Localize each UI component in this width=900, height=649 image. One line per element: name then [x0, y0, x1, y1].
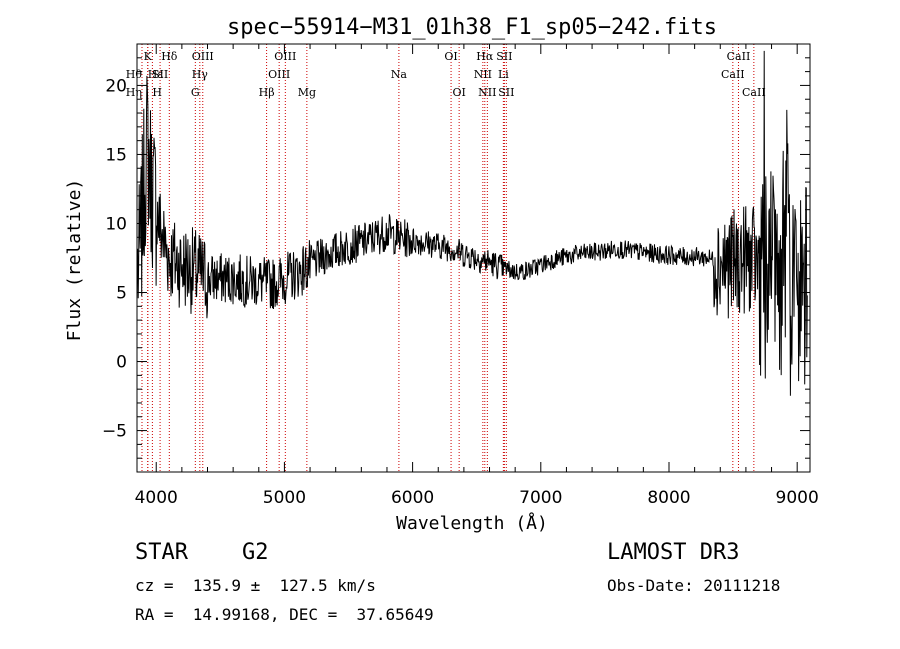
spectrum-line — [137, 50, 808, 396]
line-label-1: Hθ — [126, 68, 143, 81]
survey-name: LAMOST DR3 — [607, 540, 740, 565]
plot-frame — [136, 43, 811, 473]
line-label-12: OIII — [274, 50, 296, 63]
line-label-16: OI — [452, 86, 465, 99]
chart-title: spec−55914−M31_01h38_F1_sp05−242.fits — [227, 15, 717, 40]
line-label-14: Na — [391, 68, 408, 81]
redshift-readout: cz = 135.9 ± 127.5 km/s — [135, 576, 376, 595]
y-tick-label-5: 20 — [105, 76, 127, 96]
line-label-8: Hγ — [192, 68, 209, 81]
line-label-10: Hβ — [259, 86, 275, 99]
line-label-13: Mg — [298, 86, 316, 99]
y-tick-label-1: 0 — [116, 353, 127, 373]
y-tick-label-0: −5 — [102, 422, 127, 442]
x-tick-label-5: 9000 — [776, 488, 819, 508]
line-label-15: OI — [444, 50, 457, 63]
object-subclass: G2 — [242, 540, 269, 565]
line-label-22: SII — [498, 86, 514, 99]
line-label-24: CaII — [727, 50, 751, 63]
line-label-18: Hα — [476, 50, 494, 63]
line-label-17: NII — [474, 68, 492, 81]
y-tick-label-4: 15 — [105, 145, 127, 165]
line-label-3: H — [152, 86, 162, 99]
x-tick-label-0: 4000 — [135, 488, 178, 508]
line-label-2: K — [144, 50, 153, 63]
line-label-21: SII — [496, 50, 512, 63]
line-label-6: Hδ — [161, 50, 178, 63]
line-label-5: SII — [152, 68, 168, 81]
y-axis-label: Flux (relative) — [64, 179, 85, 342]
y-tick-label-3: 10 — [105, 214, 127, 234]
x-axis: 4000 5000 6000 7000 8000 9000 — [135, 44, 819, 508]
x-axis-label: Wavelength (Å) — [396, 512, 548, 534]
coordinates-readout: RA = 14.99168, DEC = 37.65649 — [135, 605, 434, 624]
line-label-4: Hε — [148, 68, 164, 81]
line-label-0: Hη — [126, 86, 142, 99]
y-tick-label-2: 5 — [116, 284, 127, 304]
line-label-20: Li — [498, 68, 509, 81]
line-label-7: G — [191, 86, 200, 99]
obs-date: Obs-Date: 20111218 — [607, 576, 781, 595]
x-tick-label-4: 8000 — [647, 488, 690, 508]
x-tick-label-2: 6000 — [391, 488, 434, 508]
x-tick-label-3: 7000 — [519, 488, 562, 508]
line-label-9: OIII — [192, 50, 214, 63]
line-marker-labels: HηHθKHHεSIIHδGHγOIIIHβOIIIOIIIMgNaOIOINI… — [126, 50, 766, 99]
line-label-11: OIII — [268, 68, 290, 81]
line-label-25: CaII — [742, 86, 766, 99]
line-label-23: CaII — [721, 68, 745, 81]
y-axis: −5 0 5 10 15 20 — [102, 57, 810, 459]
object-class: STAR — [135, 540, 188, 565]
x-tick-label-1: 5000 — [263, 488, 306, 508]
line-label-19: NII — [478, 86, 496, 99]
